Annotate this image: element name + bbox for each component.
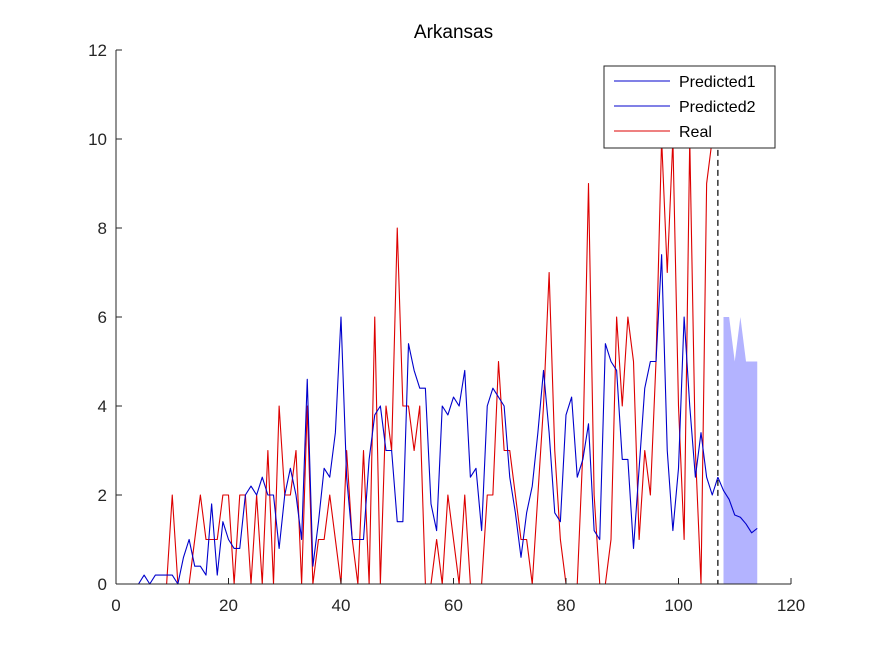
legend-label: Predicted2 (679, 99, 756, 116)
y-tick-label: 8 (98, 219, 107, 238)
legend-label: Real (679, 124, 712, 141)
series-line-real (116, 138, 713, 585)
x-tick-label: 120 (777, 596, 805, 615)
prediction-band-layer (723, 317, 758, 584)
series-line-predicted2 (717, 476, 758, 534)
x-tick-label: 80 (557, 596, 576, 615)
y-tick-label: 10 (88, 130, 107, 149)
axes: 0 20 40 60 80 100 120 0 2 4 6 8 10 12 (88, 41, 805, 615)
plot-area (116, 138, 758, 585)
legend-label: Predicted1 (679, 74, 756, 91)
y-tick-label: 12 (88, 41, 107, 60)
series-layer (116, 138, 758, 585)
chart-title: Arkansas (414, 22, 493, 43)
y-tick-label: 6 (98, 308, 107, 327)
x-tick-label: 60 (444, 596, 463, 615)
y-tick-label: 4 (98, 397, 107, 416)
x-tick-label: 20 (219, 596, 238, 615)
y-tick-label: 2 (98, 486, 107, 505)
legend-box (603, 65, 776, 149)
x-ticks: 0 20 40 60 80 100 120 (111, 578, 805, 615)
y-ticks: 0 2 4 6 8 10 12 (88, 41, 122, 594)
x-tick-label: 100 (664, 596, 692, 615)
legend: Predicted1 Predicted2 Real (603, 65, 776, 149)
prediction-band (723, 317, 758, 584)
x-tick-label: 40 (332, 596, 351, 615)
series-line-predicted1 (116, 254, 719, 585)
y-tick-label: 0 (98, 575, 107, 594)
x-tick-label: 0 (111, 596, 120, 615)
legend-items: Predicted1 Predicted2 Real (614, 74, 756, 141)
